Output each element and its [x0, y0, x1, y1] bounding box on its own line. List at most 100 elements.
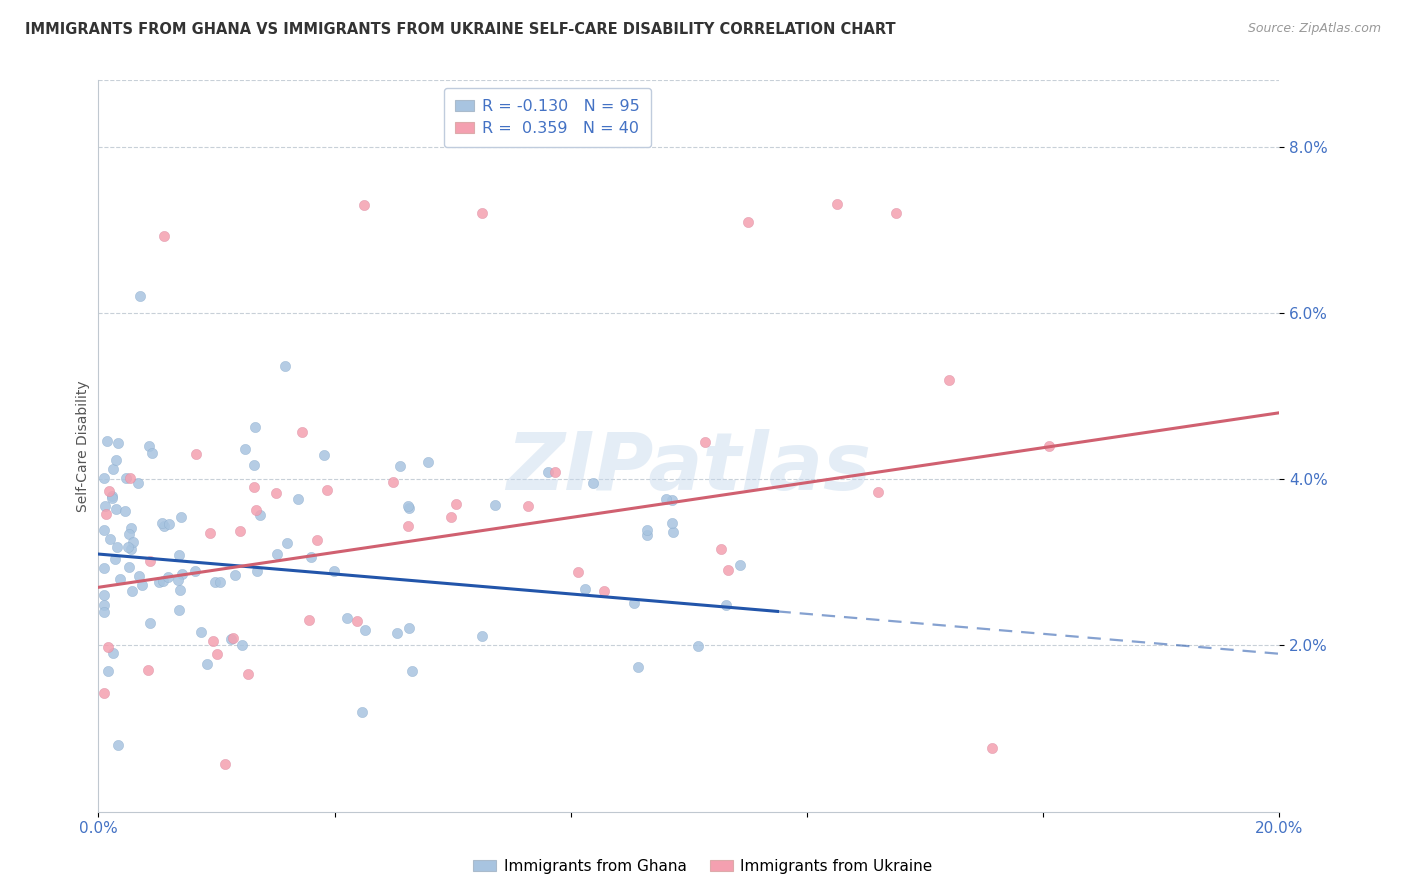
Point — [737, 214, 759, 228]
Point — [97, 640, 120, 654]
Point — [353, 198, 375, 212]
Point — [661, 492, 683, 507]
Point — [183, 564, 205, 578]
Point — [382, 475, 405, 489]
Point — [156, 570, 179, 584]
Point — [152, 574, 174, 588]
Point — [107, 435, 129, 450]
Point — [517, 499, 540, 513]
Point — [94, 499, 117, 513]
Point — [249, 508, 271, 523]
Point — [231, 638, 253, 652]
Point — [868, 485, 890, 500]
Point — [118, 527, 141, 541]
Point — [825, 196, 848, 211]
Point — [418, 455, 440, 469]
Point — [398, 500, 420, 515]
Point — [938, 373, 960, 387]
Y-axis label: Self-Care Disability: Self-Care Disability — [76, 380, 90, 512]
Point — [141, 446, 163, 460]
Point — [716, 599, 738, 613]
Point — [291, 425, 314, 439]
Point — [122, 535, 145, 549]
Point — [138, 439, 160, 453]
Point — [101, 491, 124, 505]
Point — [398, 621, 420, 635]
Point — [315, 483, 337, 498]
Point — [139, 554, 162, 568]
Point — [661, 524, 683, 539]
Point — [266, 547, 288, 561]
Point — [93, 523, 115, 537]
Point — [117, 540, 139, 554]
Point — [354, 623, 377, 637]
Point — [567, 566, 589, 580]
Point — [118, 471, 141, 485]
Point — [93, 471, 115, 485]
Point — [153, 519, 176, 533]
Point — [661, 516, 683, 530]
Point — [222, 632, 245, 646]
Point — [717, 563, 740, 577]
Point — [93, 598, 115, 612]
Point — [127, 475, 149, 490]
Point — [233, 442, 256, 456]
Point — [129, 289, 152, 303]
Point — [190, 624, 212, 639]
Point — [884, 206, 907, 220]
Point — [305, 533, 328, 547]
Point — [276, 536, 298, 550]
Point — [314, 448, 336, 462]
Point — [537, 465, 560, 479]
Point — [172, 566, 194, 581]
Point — [167, 603, 190, 617]
Point — [96, 434, 118, 448]
Point — [471, 629, 494, 643]
Point — [128, 568, 150, 582]
Point — [1038, 439, 1060, 453]
Point — [636, 528, 658, 542]
Point — [93, 686, 115, 700]
Point — [686, 639, 709, 653]
Point — [623, 596, 645, 610]
Point — [299, 550, 322, 565]
Point — [139, 615, 162, 630]
Point — [131, 578, 153, 592]
Point — [593, 584, 616, 599]
Point — [440, 510, 463, 524]
Point — [136, 663, 159, 677]
Point — [148, 574, 170, 589]
Point — [208, 574, 231, 589]
Point — [107, 739, 129, 753]
Point — [243, 480, 266, 494]
Point — [105, 502, 128, 516]
Point — [582, 475, 605, 490]
Point — [96, 665, 118, 679]
Point — [197, 657, 219, 671]
Point — [396, 518, 419, 533]
Point — [471, 206, 494, 220]
Point — [98, 532, 121, 546]
Point — [157, 517, 180, 532]
Point — [114, 504, 136, 518]
Point — [93, 588, 115, 602]
Legend: R = -0.130   N = 95, R =  0.359   N = 40: R = -0.130 N = 95, R = 0.359 N = 40 — [443, 88, 651, 147]
Point — [121, 583, 143, 598]
Point — [167, 573, 190, 587]
Point — [150, 516, 173, 531]
Point — [229, 524, 252, 538]
Point — [346, 614, 368, 628]
Point — [93, 560, 115, 574]
Point — [446, 497, 468, 511]
Point — [246, 564, 269, 578]
Legend: Immigrants from Ghana, Immigrants from Ukraine: Immigrants from Ghana, Immigrants from U… — [467, 853, 939, 880]
Point — [350, 705, 373, 719]
Point — [385, 626, 408, 640]
Point — [104, 552, 127, 566]
Text: ZIPatlas: ZIPatlas — [506, 429, 872, 507]
Point — [170, 509, 193, 524]
Point — [243, 420, 266, 434]
Point — [266, 486, 288, 500]
Point — [627, 660, 650, 674]
Point — [103, 646, 125, 660]
